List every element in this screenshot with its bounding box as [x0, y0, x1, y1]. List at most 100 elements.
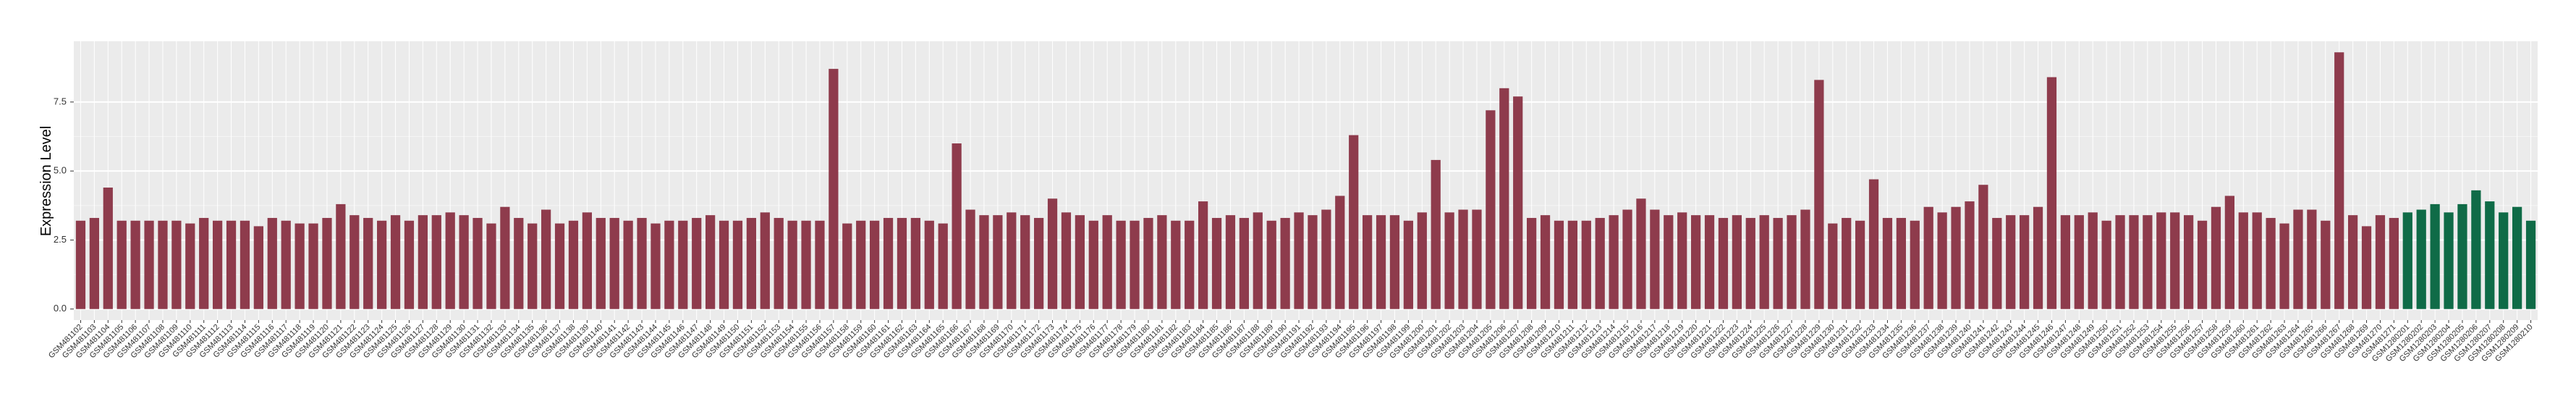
bar [514, 217, 524, 309]
bar [1691, 215, 1701, 309]
bar [2088, 212, 2098, 309]
bar [1554, 220, 1564, 309]
bar [1842, 217, 1852, 309]
bar [2211, 206, 2221, 309]
bar [1431, 159, 1441, 309]
bar [75, 220, 86, 309]
bar [404, 220, 415, 309]
bar [1800, 209, 1810, 309]
bar [1978, 185, 1988, 309]
bar [1308, 215, 1318, 309]
bar [1143, 217, 1153, 309]
bar [2101, 220, 2111, 309]
bar [856, 220, 866, 309]
bar [363, 217, 373, 309]
bar [2033, 206, 2043, 309]
y-tick-label: 0.0 [54, 303, 67, 314]
bar [459, 215, 469, 309]
bar [226, 220, 237, 309]
bar [1773, 217, 1783, 309]
bar [213, 220, 223, 309]
bar [1020, 215, 1030, 309]
bar [568, 220, 579, 309]
bar [582, 212, 592, 309]
bar [596, 217, 606, 309]
bar [1527, 217, 1537, 309]
bar [1704, 215, 1715, 309]
bar [418, 215, 428, 309]
bar [1951, 206, 1961, 309]
bar [1992, 217, 2002, 309]
bar [1664, 215, 1674, 309]
bar [89, 217, 99, 309]
bar [130, 220, 140, 309]
bar [1650, 209, 1660, 309]
bar [2046, 77, 2057, 309]
bar [1540, 215, 1551, 309]
bar [431, 215, 441, 309]
bar [1965, 201, 1975, 309]
bar [609, 217, 619, 309]
bar [2006, 215, 2016, 309]
bar [801, 220, 811, 309]
bar [2485, 201, 2495, 309]
bar [240, 220, 250, 309]
bar [1171, 220, 1181, 309]
bar [116, 220, 127, 309]
bar [2060, 215, 2070, 309]
bar [445, 212, 455, 309]
bar [1458, 209, 1468, 309]
bar [2321, 220, 2331, 309]
bar [924, 220, 934, 309]
bar [637, 217, 647, 309]
bar [1745, 217, 1755, 309]
bar [2252, 212, 2262, 309]
bar [1349, 135, 1359, 309]
bar [1868, 179, 1879, 309]
bar [1075, 215, 1085, 309]
bar [1896, 217, 1906, 309]
bar [308, 223, 318, 309]
bar [1486, 110, 1496, 309]
bar [2361, 226, 2372, 309]
bar [829, 69, 839, 309]
bar [1828, 223, 1838, 309]
bar [897, 217, 907, 309]
bar [1047, 198, 1058, 309]
bar [1335, 196, 1345, 309]
bar [979, 215, 989, 309]
bar [2197, 220, 2208, 309]
y-tick-label: 2.5 [54, 234, 67, 245]
bar [377, 220, 387, 309]
bar [1595, 217, 1605, 309]
y-tick-label: 5.0 [54, 165, 67, 176]
bar [1910, 220, 1920, 309]
bar [1007, 212, 1017, 309]
bar [1130, 220, 1140, 309]
bar [1923, 206, 1933, 309]
bar [2266, 217, 2276, 309]
bar [2389, 217, 2399, 309]
bar [473, 217, 483, 309]
bar [322, 217, 332, 309]
bar [158, 220, 168, 309]
bar [500, 206, 510, 309]
bar [1636, 198, 1646, 309]
bar [281, 220, 291, 309]
bar [1185, 220, 1195, 309]
bar [1718, 217, 1729, 309]
bar [185, 223, 195, 309]
bar [1225, 215, 1236, 309]
y-tick-label: 7.5 [54, 96, 67, 106]
bar [2143, 215, 2153, 309]
bar [1499, 88, 1509, 309]
bar [815, 220, 825, 309]
bar [842, 223, 852, 309]
bar [993, 215, 1003, 309]
bar [486, 223, 496, 309]
bar [965, 209, 975, 309]
bar [2430, 203, 2440, 309]
bar [651, 223, 661, 309]
bar [952, 143, 962, 309]
